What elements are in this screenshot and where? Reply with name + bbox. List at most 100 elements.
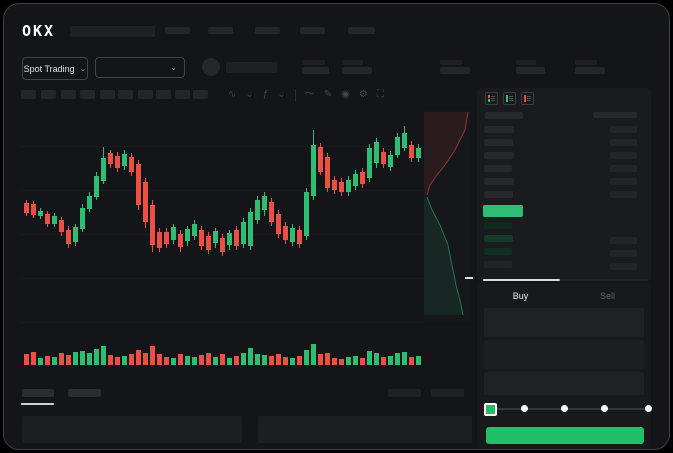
candle-body — [283, 226, 288, 240]
order-input-skeleton[interactable] — [484, 340, 644, 369]
indicators-icon[interactable]: ƒ — [262, 89, 269, 100]
candle-body — [115, 156, 120, 168]
candle-body — [80, 208, 85, 229]
gridline — [20, 190, 424, 191]
candle-body — [367, 148, 372, 178]
candlestick-chart[interactable] — [20, 108, 424, 368]
candle-body — [346, 180, 351, 192]
interval-button-skeleton[interactable] — [41, 90, 56, 99]
candle-body — [73, 227, 78, 242]
slider-step-dot[interactable] — [561, 405, 568, 412]
stat-value-skeleton — [575, 67, 605, 74]
candle-body — [129, 157, 134, 172]
order-amount-skeleton — [610, 263, 637, 270]
candle-body — [234, 230, 239, 246]
spot-trading-dropdown[interactable]: Spot Trading ⌄ — [22, 57, 88, 80]
candle-body — [66, 230, 71, 244]
candle-body — [255, 200, 260, 220]
interval-button-skeleton[interactable] — [80, 90, 95, 99]
order-amount-skeleton — [610, 152, 637, 159]
depth-asks-line — [426, 111, 469, 196]
nav-item-skeleton[interactable] — [255, 27, 280, 34]
pair-selector-dropdown[interactable]: ⌄ — [95, 57, 185, 78]
candle-body — [374, 142, 379, 163]
gridline — [20, 278, 424, 279]
candle-body — [24, 203, 29, 213]
volume-bar — [346, 357, 351, 365]
buy-button[interactable] — [486, 427, 644, 444]
order-book-view-red-icon[interactable] — [521, 92, 534, 105]
volume-bar — [87, 353, 92, 365]
interval-button-skeleton[interactable] — [156, 90, 171, 99]
chevron-down-icon[interactable]: ⌄ — [277, 89, 286, 100]
volume-bar — [80, 351, 85, 365]
candle-body — [388, 155, 393, 167]
order-input-skeleton[interactable] — [484, 372, 644, 395]
nav-item-skeleton[interactable] — [208, 27, 233, 34]
slider-step-dot[interactable] — [521, 405, 528, 412]
candle-body — [276, 214, 281, 234]
nav-item-skeleton[interactable] — [348, 27, 375, 34]
candle-body — [178, 234, 183, 247]
ratio-track — [483, 279, 648, 281]
slider-handle[interactable] — [484, 403, 497, 416]
volume-bar — [248, 348, 253, 365]
tab-buy[interactable]: Buy — [512, 291, 529, 301]
bottom-tab-skeleton[interactable] — [68, 389, 101, 397]
candle-body — [248, 212, 253, 246]
settings-icon[interactable]: ⚙ — [358, 89, 368, 100]
interval-button-skeleton[interactable] — [61, 90, 76, 99]
candle-body — [185, 229, 190, 241]
order-input-skeleton[interactable] — [484, 308, 644, 337]
bottom-tab-skeleton[interactable] — [22, 389, 54, 397]
bottom-panel-skeleton — [22, 416, 242, 443]
volume-bar — [304, 350, 309, 365]
candle-body — [122, 154, 127, 166]
volume-bar — [409, 357, 414, 365]
ask-price-skeleton — [484, 126, 514, 133]
volume-bar — [115, 357, 120, 365]
chevron-down-icon[interactable]: ⌄ — [245, 89, 254, 100]
line-tool-icon[interactable]: 〜 — [304, 89, 315, 100]
chart-type-icon[interactable]: ∿ — [228, 89, 237, 100]
fullscreen-icon[interactable]: ⛶ — [376, 89, 384, 100]
candle-body — [52, 216, 57, 224]
candle-body — [59, 220, 64, 232]
candle-body — [171, 227, 176, 240]
slider-step-dot[interactable] — [645, 405, 652, 412]
order-amount-skeleton — [610, 250, 637, 257]
interval-button-skeleton[interactable] — [21, 90, 36, 99]
header-search-skeleton[interactable] — [70, 26, 155, 37]
interval-button-skeleton[interactable] — [138, 90, 153, 99]
order-amount-skeleton — [610, 191, 637, 198]
candle-body — [220, 238, 225, 252]
bottom-action-skeleton[interactable] — [431, 389, 464, 397]
nav-item-skeleton[interactable] — [165, 27, 190, 34]
ask-price-skeleton — [484, 191, 513, 198]
depth-asks — [424, 112, 468, 195]
volume-bar — [150, 346, 155, 365]
candle-body — [157, 232, 162, 248]
candle-body — [290, 228, 295, 242]
tab-sell[interactable]: Sell — [599, 291, 615, 301]
stat-label-skeleton — [575, 60, 597, 65]
interval-button-skeleton[interactable] — [175, 90, 190, 99]
interval-button-skeleton[interactable] — [118, 90, 133, 99]
last-price-bar[interactable] — [483, 205, 523, 217]
slider-step-dot[interactable] — [601, 405, 608, 412]
volume-bar — [325, 353, 330, 365]
order-book-view-green-icon[interactable] — [503, 92, 516, 105]
volume-bar — [185, 356, 190, 365]
candle-body — [409, 145, 414, 158]
volume-bar — [220, 354, 225, 365]
screenshot-icon[interactable]: ◉ — [341, 89, 350, 100]
draw-tool-icon[interactable]: ✎ — [323, 89, 333, 100]
interval-button-skeleton[interactable] — [193, 90, 208, 99]
slider-track[interactable] — [489, 408, 649, 410]
candle-body — [416, 148, 421, 158]
interval-button-skeleton[interactable] — [100, 90, 115, 99]
nav-item-skeleton[interactable] — [300, 27, 325, 34]
order-book-view-both-icon[interactable] — [485, 92, 498, 105]
bottom-action-skeleton[interactable] — [388, 389, 421, 397]
candle-body — [108, 153, 113, 164]
